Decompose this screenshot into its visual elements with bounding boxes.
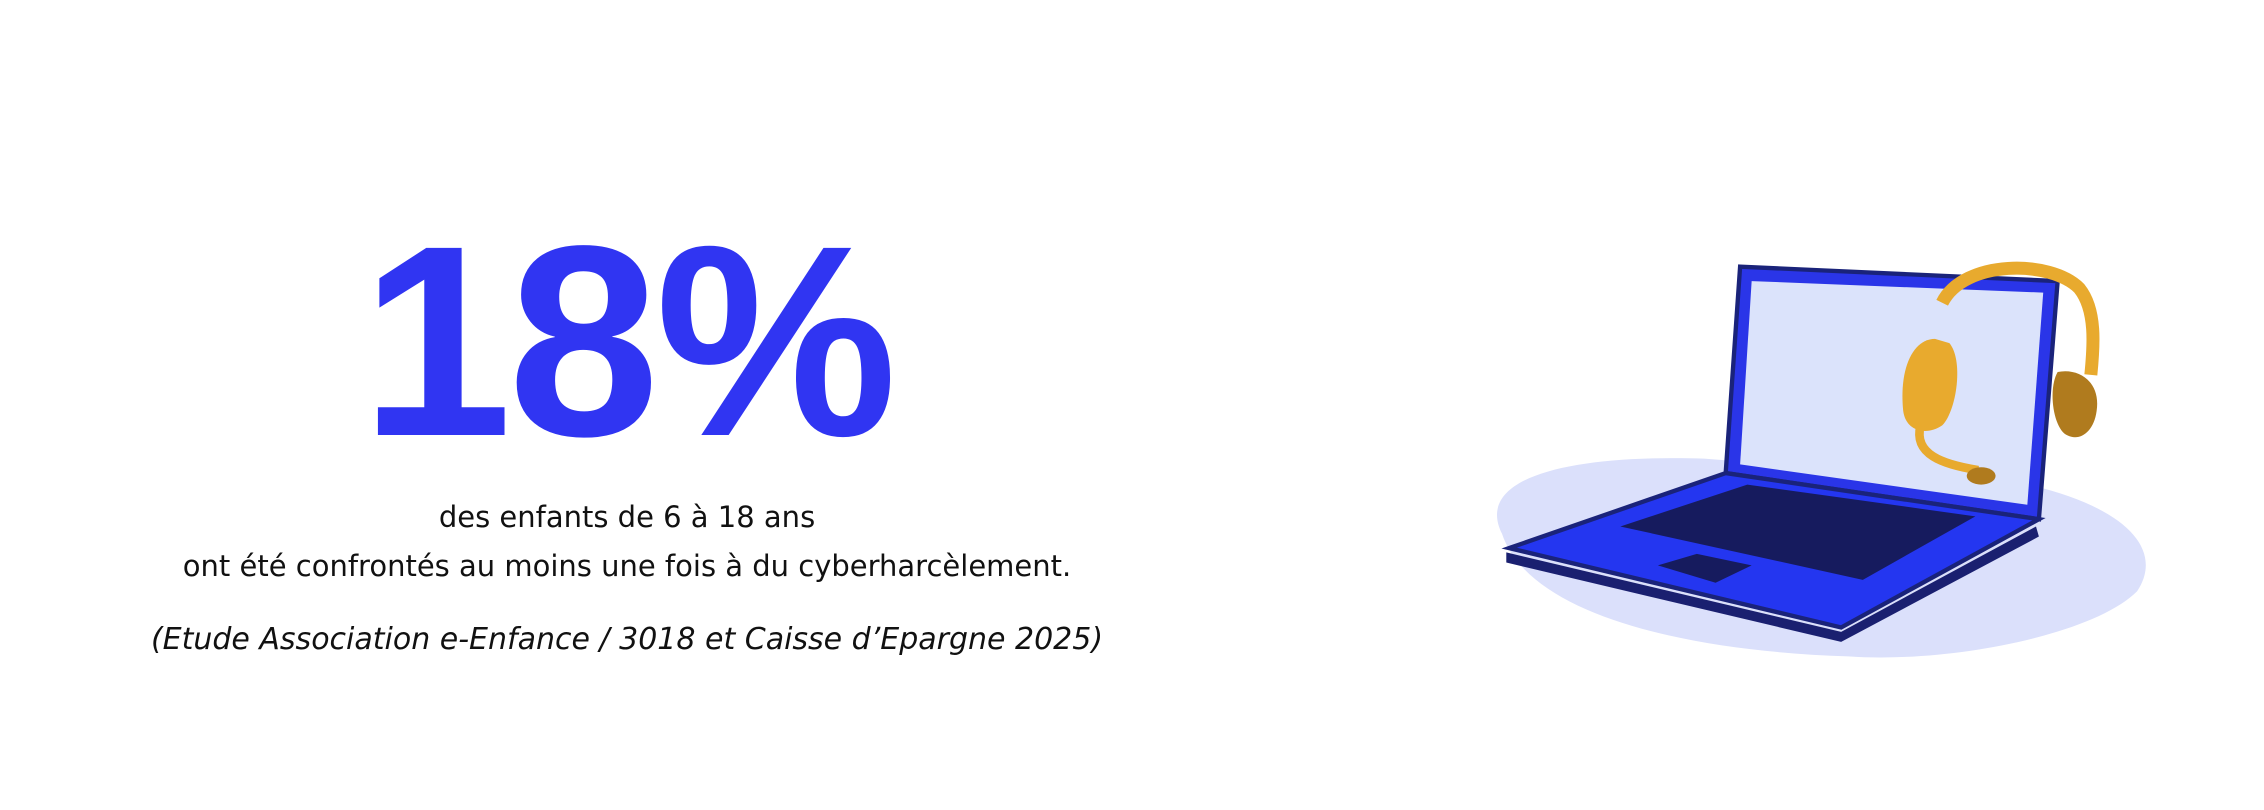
- source: (Etude Association e-Enfance / 3018 et C…: [150, 622, 1104, 657]
- laptop-illustration: [1497, 261, 2146, 658]
- stat-line: ont été confrontés au moins une fois à d…: [182, 549, 1072, 583]
- stat-value: 18%: [360, 189, 897, 493]
- stat-line: des enfants de 6 à 18 ans: [438, 500, 816, 534]
